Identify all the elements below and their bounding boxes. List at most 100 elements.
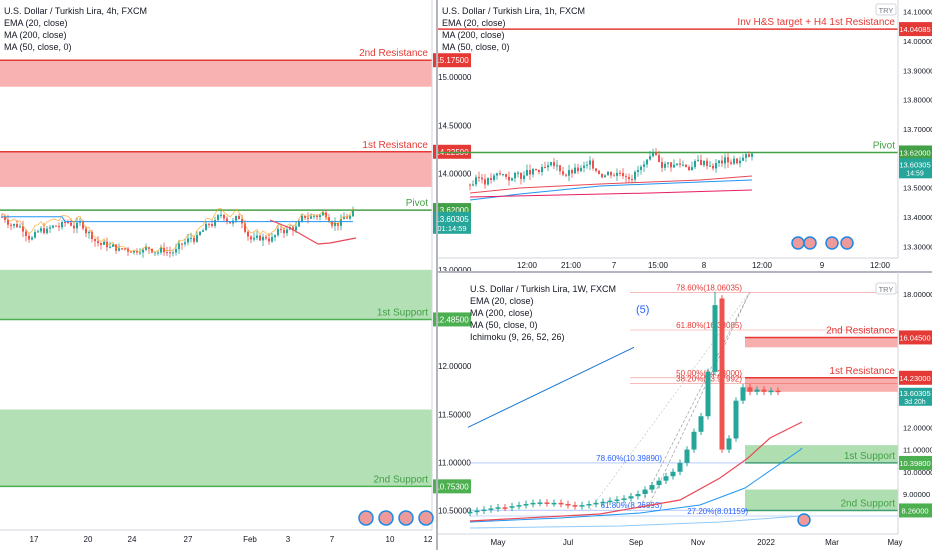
- y-tick-label: 14.10000: [903, 8, 932, 17]
- price-tag-text: 16.04500: [899, 333, 930, 342]
- candle-body: [298, 221, 300, 227]
- candle-body: [328, 217, 330, 223]
- candle-body: [277, 228, 279, 236]
- y-tick-label: 13.50000: [903, 184, 932, 193]
- candle-body: [553, 162, 555, 166]
- candle-body: [667, 162, 669, 164]
- bottom-right-currency-badge[interactable]: [875, 282, 897, 295]
- candle-body: [274, 235, 276, 238]
- level-label: 2nd Support: [374, 474, 429, 485]
- candle-body: [331, 222, 333, 226]
- fib-extension-line: [639, 291, 751, 508]
- candle-body: [747, 387, 753, 392]
- y-tick-label: 12.00000: [903, 423, 932, 432]
- candle-body: [598, 170, 600, 174]
- candle-body: [529, 170, 531, 175]
- x-tick-label: Sep: [629, 538, 644, 547]
- top-right-indicator-ema: EMA (20, close): [442, 18, 506, 28]
- candle-body: [579, 505, 585, 507]
- candle-body: [558, 502, 564, 505]
- candle-body: [349, 216, 351, 219]
- support-zone: [0, 409, 432, 487]
- candle-body: [649, 485, 655, 490]
- candle-body: [478, 177, 480, 179]
- left-chart-panel[interactable]: 2nd Resistance 1st Resistance Pivot 1st Sup…: [0, 0, 472, 544]
- top-right-currency-badge[interactable]: [875, 3, 897, 16]
- top-right-chart-panel[interactable]: Inv H&S target + H4 1st ResistancePivot …: [438, 0, 932, 270]
- candle-body: [16, 223, 18, 228]
- candle-body: [49, 227, 51, 229]
- candle-body: [619, 172, 621, 174]
- candle-body: [10, 224, 12, 226]
- x-tick-label: 20: [84, 535, 93, 544]
- candle-body: [679, 163, 681, 165]
- candle-body: [121, 248, 123, 250]
- x-tick-label: 7: [612, 261, 617, 270]
- candle-body: [768, 390, 774, 393]
- x-tick-label: May: [887, 538, 902, 547]
- candle-body: [184, 242, 186, 245]
- bottom-right-indicator-ma200: MA (200, close): [470, 308, 533, 318]
- candle-body: [76, 222, 78, 229]
- candle-body: [712, 305, 718, 372]
- candle-body: [82, 221, 84, 229]
- candle-body: [733, 158, 735, 164]
- bottom-right-chart-panel[interactable]: 78.60%(18.06035)61.80%(16.38085)50.00%(1…: [438, 272, 932, 547]
- candle-body: [181, 243, 183, 245]
- candle-body: [316, 215, 318, 218]
- candle-body: [640, 166, 642, 170]
- candle-body: [91, 231, 93, 240]
- candle-body: [508, 176, 510, 181]
- candle-body: [544, 502, 550, 504]
- current-price-text: 13.60305: [435, 215, 469, 224]
- candle-body: [208, 223, 210, 225]
- candle-body: [705, 371, 711, 417]
- candle-body: [286, 229, 288, 234]
- candle-body: [514, 172, 516, 179]
- x-tick-label: 8: [702, 261, 707, 270]
- candle-body: [532, 168, 534, 175]
- candle-body: [265, 236, 267, 239]
- price-tag-box: [433, 53, 471, 68]
- candle-body: [643, 164, 645, 167]
- candle-body: [751, 153, 753, 157]
- candle-body: [475, 177, 477, 185]
- candle-body: [259, 235, 261, 241]
- y-tick-label: 14.00000: [903, 37, 932, 46]
- candle-body: [593, 502, 599, 505]
- candle-body: [613, 175, 615, 177]
- candle-body: [523, 175, 525, 179]
- top-right-event-flag-icons[interactable]: [791, 236, 854, 250]
- candle-body: [244, 223, 246, 232]
- candle-body: [220, 214, 222, 216]
- candle-body: [1, 216, 3, 218]
- left-event-flag-icons[interactable]: [358, 510, 434, 526]
- candle-body: [19, 226, 21, 228]
- candle-body: [157, 252, 159, 254]
- candle-body: [551, 502, 557, 505]
- candle-body: [190, 237, 192, 239]
- candle-body: [673, 164, 675, 168]
- level-label: 1st Resistance: [362, 140, 428, 151]
- candle-body: [685, 164, 687, 168]
- candle-body: [211, 223, 213, 226]
- candle-body: [94, 239, 96, 242]
- y-tick-label: 18.00000: [903, 290, 932, 299]
- candle-body: [649, 156, 651, 160]
- candle-body: [4, 216, 6, 220]
- candle-body: [614, 499, 620, 502]
- candle-body: [301, 215, 303, 222]
- candle-body: [325, 212, 327, 218]
- candle-body: [151, 248, 153, 253]
- ma50-line: [469, 189, 753, 198]
- x-tick-label: Feb: [243, 535, 257, 544]
- candle-body: [634, 171, 636, 180]
- candle-body: [85, 228, 87, 234]
- x-tick-label: Mar: [825, 538, 839, 547]
- candle-body: [250, 236, 252, 240]
- bottom-right-event-flag-icon[interactable]: [797, 513, 811, 527]
- candle-body: [688, 167, 690, 170]
- x-tick-label: 12:00: [870, 261, 891, 270]
- x-tick-label: 7: [330, 535, 335, 544]
- candle-body: [661, 162, 663, 168]
